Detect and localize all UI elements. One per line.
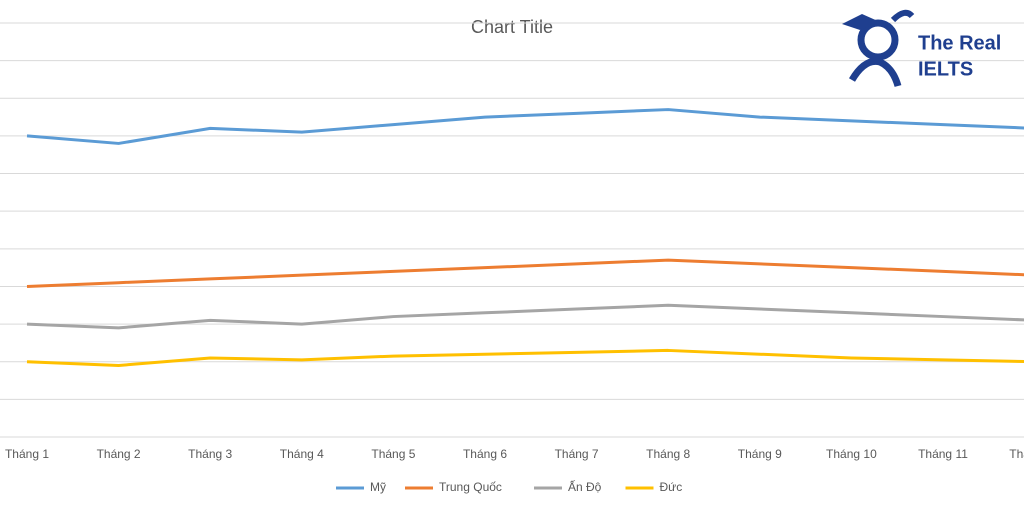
x-tick-label: Tháng 2 — [97, 447, 141, 461]
legend-item: Mỹ — [336, 480, 386, 494]
x-tick-label: Tháng 8 — [646, 447, 690, 461]
x-tick-label: Tháng 3 — [188, 447, 232, 461]
x-tick-label: Tháng 7 — [555, 447, 599, 461]
series-line — [26, 348, 1024, 367]
legend-label: Đức — [660, 480, 683, 494]
legend-item: Trung Quốc — [405, 480, 502, 494]
logo-icon — [857, 19, 899, 61]
legend-label: Ấn Độ — [568, 479, 602, 494]
logo-body — [848, 57, 902, 88]
x-tick-label: Tháng 10 — [826, 447, 877, 461]
series-line — [26, 303, 1024, 330]
logo-arm — [890, 9, 915, 23]
series-line — [26, 258, 1024, 288]
x-tick-label: Tháng 4 — [280, 447, 324, 461]
x-tick-label: Tháng 5 — [371, 447, 415, 461]
logo: The Real IELTS — [842, 9, 1001, 88]
chart-title: Chart Title — [471, 17, 553, 37]
logo-cap — [842, 14, 880, 30]
legend-label: Mỹ — [370, 480, 386, 494]
x-tick-label: Tháng 12 — [1009, 447, 1024, 461]
x-tick-label: Tháng 11 — [918, 447, 968, 461]
x-tick-label: Tháng 6 — [463, 447, 507, 461]
logo-text: IELTS — [918, 58, 973, 80]
series-line — [26, 108, 1024, 145]
legend-label: Trung Quốc — [439, 480, 502, 494]
logo-text: The Real — [918, 32, 1001, 54]
legend-item: Đức — [625, 480, 683, 494]
x-tick-label: Tháng 1 — [5, 447, 49, 461]
legend-item: Ấn Độ — [534, 479, 602, 494]
x-tick-label: Tháng 9 — [738, 447, 782, 461]
